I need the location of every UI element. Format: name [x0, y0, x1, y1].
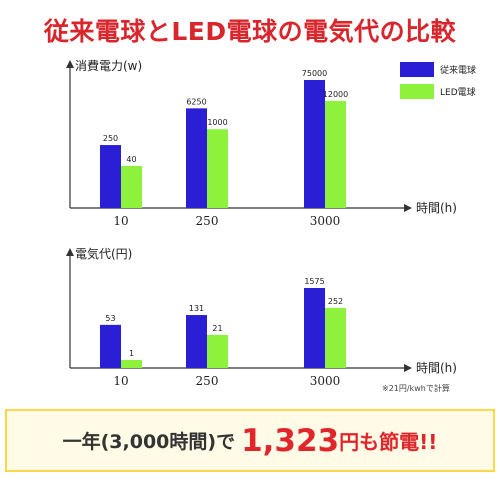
bar-conventional-250: [186, 108, 207, 208]
bar-value-label: 1575: [304, 277, 324, 286]
bar-conventional-3000: [304, 80, 325, 208]
savings-banner: 一年(3,000時間)で 1,323 円も節電!!: [5, 409, 495, 472]
y-axis-arrow: [66, 248, 74, 256]
bar-led-10: [121, 165, 142, 208]
bar-led-10: [121, 360, 142, 368]
bar-value-label: 53: [105, 314, 115, 323]
x-axis-arrow: [404, 364, 412, 372]
bar-conventional-250: [186, 315, 207, 368]
bar-value-label: 40: [126, 155, 136, 164]
x-axis-label: 時間(h): [416, 201, 457, 215]
bar-value-label: 131: [189, 304, 204, 313]
electricity-cost-chart: 電気代(円) 時間(h) 53 1 10 131 21 250 1575 252 3000: [66, 246, 457, 388]
power-consumption-chart: 消費電力(w) 時間(h) 250 40 10 6250 1000 250 75000 12000…: [66, 58, 476, 228]
x-axis-arrow: [404, 204, 412, 212]
bar-value-label: 6250: [186, 97, 206, 106]
legend-label: LED電球: [440, 86, 476, 98]
x-tick-label: 3000: [310, 214, 341, 228]
bar-led-250: [207, 334, 228, 368]
bar-value-label: 1: [129, 349, 134, 358]
bar-value-label: 250: [103, 134, 118, 143]
bar-conventional-10: [100, 324, 121, 368]
bar-conventional-3000: [304, 288, 325, 368]
x-tick-label: 250: [196, 374, 219, 388]
banner-amount: 1,323: [241, 422, 340, 459]
bar-value-label: 252: [328, 297, 343, 306]
x-tick-label: 10: [113, 214, 128, 228]
y-axis-label: 消費電力(w): [75, 58, 142, 73]
legend-label: 従来電球: [440, 64, 476, 76]
y-axis-label: 電気代(円): [75, 246, 132, 261]
bar-conventional-10: [100, 145, 121, 208]
calculation-note: ※21円/kwhで計算: [382, 384, 450, 393]
bar-value-label: 75000: [302, 69, 327, 78]
legend-swatch-led: [400, 84, 434, 99]
bar-value-label: 21: [212, 324, 222, 333]
y-axis-arrow: [66, 60, 74, 68]
x-tick-label: 10: [113, 374, 128, 388]
x-tick-label: 3000: [310, 374, 341, 388]
x-tick-label: 250: [196, 214, 219, 228]
banner-suffix: 円も節電!!: [339, 430, 438, 454]
legend-swatch-conventional: [400, 62, 434, 77]
bar-value-label: 12000: [323, 90, 348, 99]
x-axis-label: 時間(h): [416, 361, 457, 375]
bar-led-250: [207, 129, 228, 208]
page-title: 従来電球とLED電球の電気代の比較: [43, 17, 457, 46]
banner-prefix: 一年(3,000時間)で: [62, 431, 236, 453]
bar-value-label: 1000: [207, 118, 227, 127]
bar-led-3000: [325, 307, 346, 368]
bar-led-3000: [325, 100, 346, 208]
